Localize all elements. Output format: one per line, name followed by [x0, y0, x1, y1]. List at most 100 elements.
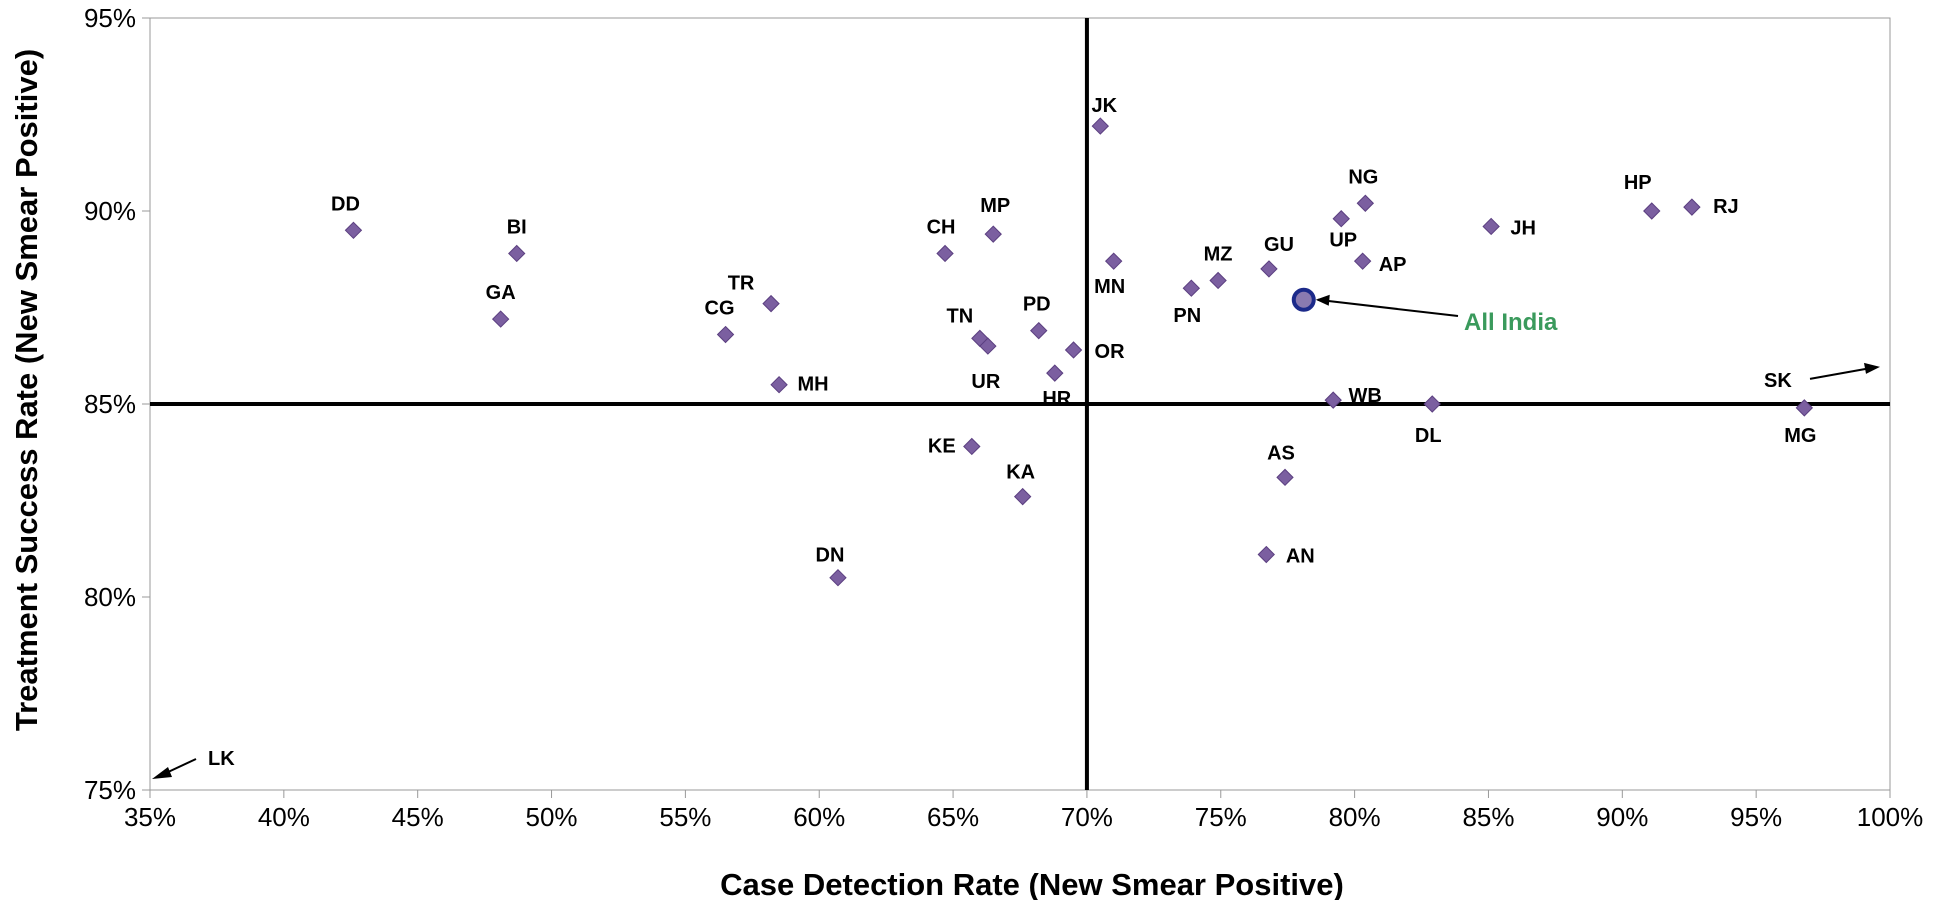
point-marker-gu: [1260, 260, 1278, 278]
point-marker-as: [1276, 468, 1294, 487]
point-label-ch: CH: [927, 216, 956, 238]
point-marker-wb: [1324, 391, 1342, 409]
point-label-ap: AP: [1379, 254, 1407, 276]
point-label-tr: TR: [728, 273, 755, 295]
highlight-arrow-line: [1317, 298, 1459, 317]
x-tick-label: 60%: [793, 802, 845, 832]
point-marker-ng: [1356, 194, 1375, 212]
point-label-or: OR: [1095, 341, 1126, 363]
offscale-arrow-line: [1809, 367, 1867, 380]
offscale-arrow-head: [1864, 362, 1880, 374]
offscale-arrow-head: [152, 766, 172, 779]
point-label-ke: KE: [928, 435, 956, 457]
point-marker-pn: [1182, 279, 1201, 297]
point-marker-mp: [984, 225, 1002, 243]
point-marker-dd: [344, 221, 363, 240]
point-marker-ur: [979, 337, 997, 355]
point-label-as: AS: [1267, 442, 1295, 464]
point-marker-rj: [1683, 198, 1701, 216]
point-label-ur: UR: [971, 371, 1000, 393]
point-marker-dl: [1423, 395, 1441, 413]
point-label-mz: MZ: [1204, 243, 1233, 265]
x-tick-label: 85%: [1462, 802, 1514, 832]
point-label-an: AN: [1286, 546, 1315, 568]
offscale-label-sk: SK: [1764, 370, 1792, 392]
point-marker-ka: [1013, 487, 1032, 506]
point-label-mg: MG: [1784, 425, 1816, 447]
x-tick-label: 55%: [659, 802, 711, 832]
y-tick-label: 75%: [84, 775, 136, 805]
x-tick-label: 40%: [258, 802, 310, 832]
point-label-dn: DN: [816, 545, 845, 567]
y-tick-label: 85%: [84, 389, 136, 419]
offscale-arrow-line: [165, 758, 197, 774]
data-points: [344, 117, 1814, 587]
point-label-dl: DL: [1415, 425, 1442, 447]
point-labels: DD BI GA CG TR MH DN CH MP TN UR KE KA PD HR OR JK MN PN MZ…: [331, 95, 1816, 567]
x-tick-label: 50%: [526, 802, 578, 832]
point-marker-bi: [508, 244, 526, 263]
point-marker-ga: [491, 310, 510, 328]
y-tick-label: 95%: [84, 3, 136, 33]
point-marker-pd: [1030, 321, 1048, 340]
reference-lines: [150, 18, 1890, 790]
point-marker-or: [1064, 341, 1083, 359]
point-marker-jk: [1091, 117, 1110, 135]
point-marker-mz: [1209, 271, 1227, 290]
point-label-hr: HR: [1042, 388, 1071, 410]
point-marker-jh: [1482, 217, 1500, 236]
offscale-annotations: SK LK: [152, 362, 1880, 779]
highlight-group: All India: [1291, 287, 1558, 336]
y-axis-title: Treatment Success Rate (New Smear Positi…: [9, 49, 44, 731]
point-label-hp: HP: [1624, 172, 1652, 194]
point-marker-ch: [936, 244, 954, 263]
x-tick-label: 90%: [1596, 802, 1648, 832]
point-label-mh: MH: [798, 374, 829, 396]
point-label-ga: GA: [486, 282, 516, 304]
y-tick-label: 80%: [84, 582, 136, 612]
point-label-up: UP: [1329, 230, 1357, 252]
x-tick-label: 70%: [1061, 802, 1113, 832]
point-marker-mn: [1104, 252, 1123, 270]
point-marker-up: [1332, 210, 1350, 228]
point-label-gu: GU: [1264, 234, 1294, 256]
point-marker-hp: [1643, 202, 1661, 220]
x-tick-label: 45%: [392, 802, 444, 832]
point-marker-tr: [762, 294, 780, 313]
point-label-tn: TN: [947, 305, 974, 327]
point-label-ka: KA: [1006, 462, 1035, 484]
highlight-label: All India: [1464, 309, 1558, 336]
point-marker-ke: [963, 437, 981, 456]
point-marker-mg: [1795, 399, 1814, 417]
point-marker-hr: [1046, 364, 1064, 382]
point-label-wb: WB: [1349, 385, 1382, 407]
point-marker-cg: [716, 325, 735, 344]
x-tick-label: 75%: [1195, 802, 1247, 832]
point-label-jk: JK: [1092, 95, 1118, 117]
point-label-mn: MN: [1094, 276, 1125, 298]
point-marker-an: [1257, 545, 1275, 564]
point-label-cg: CG: [705, 298, 735, 320]
x-tick-label: 95%: [1730, 802, 1782, 832]
point-label-ng: NG: [1348, 166, 1378, 188]
point-label-dd: DD: [331, 193, 360, 215]
point-marker-dn: [829, 568, 847, 587]
point-marker-ap: [1353, 252, 1372, 270]
x-tick-label: 100%: [1857, 802, 1924, 832]
x-tick-label: 35%: [124, 802, 176, 832]
point-label-jh: JH: [1510, 217, 1536, 239]
y-tick-label: 90%: [84, 196, 136, 226]
offscale-label-lk: LK: [208, 748, 235, 770]
axes: 35% 40% 45% 50% 55% 60% 65% 70% 75% 80% 85% 90% 95% 1…: [84, 3, 1923, 832]
x-tick-label: 65%: [927, 802, 979, 832]
point-label-pd: PD: [1023, 294, 1051, 316]
point-label-rj: RJ: [1713, 196, 1739, 218]
highlight-marker: [1291, 287, 1316, 312]
point-label-mp: MP: [980, 195, 1010, 217]
point-label-pn: PN: [1173, 305, 1201, 327]
x-axis-title: Case Detection Rate (New Smear Positive): [720, 867, 1344, 900]
highlight-arrow-head: [1315, 294, 1330, 306]
x-tick-label: 80%: [1329, 802, 1381, 832]
point-marker-mh: [770, 375, 788, 394]
